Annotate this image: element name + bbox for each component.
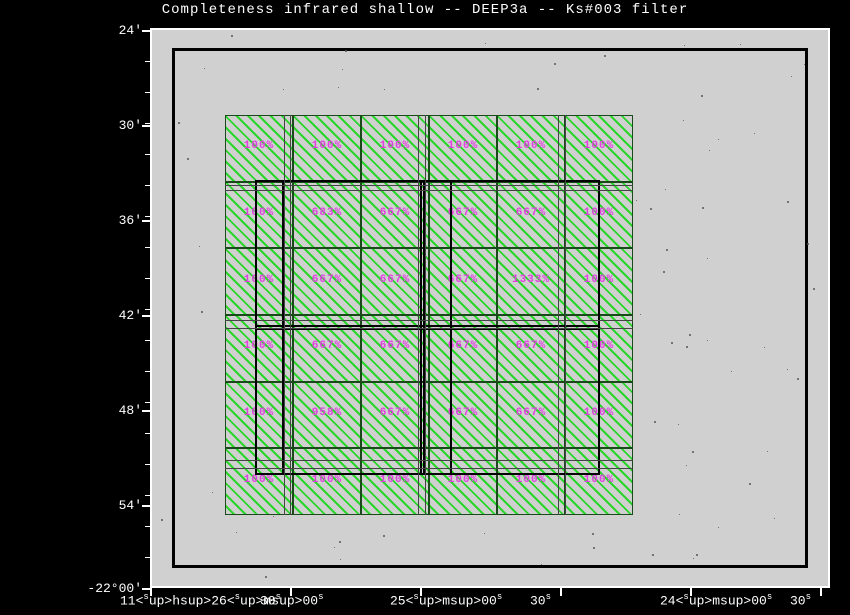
y-tick-label: 36' [82,213,142,228]
y-tick-label: 30' [82,118,142,133]
completeness-value: 100% [433,140,493,152]
x-tick-label: 24<sup>msup>00s [660,592,772,608]
completeness-value: 100% [365,474,425,486]
completeness-value: 100% [569,140,629,152]
completeness-value: 100% [365,140,425,152]
completeness-value: 100% [433,474,493,486]
completeness-value: 100% [229,140,289,152]
completeness-value: 100% [229,474,289,486]
completeness-value: 100% [501,140,561,152]
completeness-value: 100% [297,474,357,486]
x-tick-label: 30s [790,592,811,608]
y-tick-label: 42' [82,308,142,323]
plot-title: Completeness infrared shallow -- DEEP3a … [0,2,850,18]
detector-footprint [282,325,452,475]
completeness-value: 100% [501,474,561,486]
y-tick-label: 24' [82,23,142,38]
completeness-value: 100% [297,140,357,152]
y-tick-label: 48' [82,403,142,418]
x-tick-label: 30s [260,592,281,608]
x-tick-label: 25<sup>msup>00s [390,592,502,608]
y-tick-label: 54' [82,498,142,513]
detector-footprint [282,180,452,330]
x-tick-label: 30s [530,592,551,608]
completeness-value: 100% [569,474,629,486]
